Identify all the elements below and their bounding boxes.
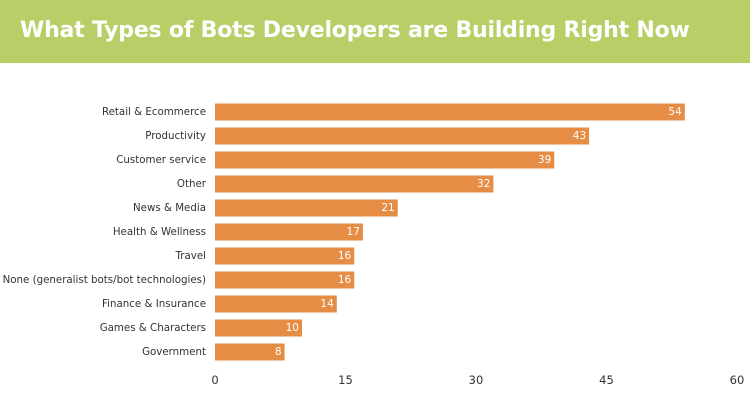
category-label: Productivity <box>145 130 206 142</box>
bar <box>215 127 590 145</box>
x-tick-label: 15 <box>338 373 353 387</box>
category-labels: Retail & Ecommerce Productivity Customer s… <box>3 106 207 358</box>
bar <box>215 247 355 265</box>
data-label: 16 <box>338 250 352 262</box>
category-label: Finance & Insurance <box>102 298 206 310</box>
bars-layer <box>215 103 685 361</box>
data-label: 10 <box>286 322 299 334</box>
bar <box>215 103 685 121</box>
value-labels: 54 43 39 32 21 17 16 16 14 10 8 <box>275 106 682 358</box>
data-label: 43 <box>573 130 586 142</box>
x-axis-ticks: 0 15 30 45 60 <box>211 373 744 387</box>
bar <box>215 343 285 361</box>
data-label: 17 <box>347 226 360 238</box>
chart-title: What Types of Bots Developers are Buildi… <box>20 18 690 43</box>
category-label: None (generalist bots/bot technologies) <box>3 274 206 286</box>
data-label: 54 <box>668 106 682 118</box>
bar <box>215 151 555 169</box>
data-label: 8 <box>275 346 282 358</box>
x-tick-label: 0 <box>211 373 218 387</box>
category-label: Health & Wellness <box>113 226 206 238</box>
category-label: Retail & Ecommerce <box>102 106 206 118</box>
bar <box>215 319 302 337</box>
x-tick-label: 30 <box>469 373 484 387</box>
data-label: 16 <box>338 274 352 286</box>
x-tick-label: 45 <box>599 373 614 387</box>
bar <box>215 223 363 241</box>
data-label: 39 <box>538 154 551 166</box>
category-label: Travel <box>175 250 206 262</box>
bar <box>215 199 398 217</box>
data-label: 32 <box>477 178 490 190</box>
bar <box>215 295 337 313</box>
category-label: News & Media <box>133 202 206 214</box>
bar <box>215 175 494 193</box>
x-tick-label: 60 <box>730 373 745 387</box>
category-label: Games & Characters <box>100 322 206 334</box>
data-label: 14 <box>320 298 334 310</box>
category-label: Customer service <box>116 154 206 166</box>
header-bar <box>0 0 750 63</box>
bar <box>215 271 355 289</box>
category-label: Government <box>142 346 206 358</box>
data-label: 21 <box>381 202 394 214</box>
category-label: Other <box>177 178 207 190</box>
